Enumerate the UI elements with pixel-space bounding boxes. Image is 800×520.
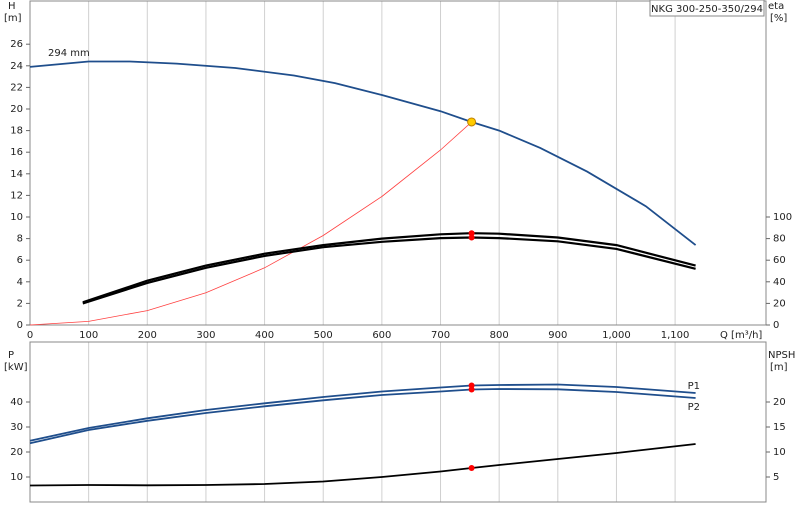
y-tick-label: 26 (10, 39, 23, 50)
y-tick-label: 20 (10, 104, 23, 115)
y2-axis-label: NPSH (768, 350, 795, 361)
curve (29, 60, 697, 246)
curve (29, 383, 696, 442)
y-tick-label: 20 (10, 447, 23, 458)
curve (29, 388, 696, 445)
operating-point (468, 465, 475, 471)
y-tick-label: 6 (17, 255, 23, 266)
y2-tick-label: 40 (773, 277, 786, 288)
curve (82, 232, 696, 304)
curve (29, 121, 472, 326)
chart-title: NKG 300-250-350/294 (651, 4, 763, 15)
operating-point (468, 230, 475, 237)
y2-axis-unit: [m] (770, 362, 788, 373)
y2-tick-label: 15 (773, 422, 786, 433)
y2-tick-label: 20 (773, 397, 786, 408)
curve (29, 443, 696, 487)
y-tick-label: 4 (17, 277, 23, 288)
operating-point (468, 386, 475, 393)
y2-tick-label: 80 (773, 234, 786, 245)
y-axis-unit: [m] (4, 13, 22, 24)
x-tick-label: 1,100 (661, 330, 690, 341)
plot-frame (29, 341, 767, 503)
y2-tick-label: 0 (773, 320, 779, 331)
y-axis-label: P (8, 350, 14, 361)
y-tick-label: 24 (10, 61, 23, 72)
y2-tick-label: 100 (773, 212, 792, 223)
y2-tick-label: 20 (773, 298, 786, 309)
y2-tick-label: 5 (773, 472, 779, 483)
y-tick-label: 30 (10, 422, 23, 433)
x-tick-label: 1,000 (602, 330, 631, 341)
x-tick-label: 400 (255, 330, 274, 341)
y-tick-label: 22 (10, 82, 23, 93)
x-tick-label: 800 (490, 330, 509, 341)
x-tick-label: 700 (431, 330, 450, 341)
x-tick-label: 300 (196, 330, 215, 341)
y-tick-label: 0 (17, 320, 23, 331)
x-tick-label: 900 (548, 330, 567, 341)
y-tick-label: 40 (10, 397, 23, 408)
title-box (649, 0, 765, 17)
y-tick-label: 14 (10, 169, 23, 180)
x-axis-label: Q [m³/h] (720, 330, 762, 341)
y-tick-label: 10 (10, 212, 23, 223)
series-label: P2 (688, 402, 700, 413)
y2-tick-label: 60 (773, 255, 786, 266)
x-tick-label: 500 (314, 330, 333, 341)
curve (82, 236, 696, 305)
y-tick-label: 2 (17, 298, 23, 309)
series-label: 294 mm (48, 48, 90, 59)
y-tick-label: 16 (10, 147, 23, 158)
y-axis-label: H (8, 1, 16, 12)
y-tick-label: 8 (17, 234, 23, 245)
x-tick-label: 200 (138, 330, 157, 341)
y2-axis-label: eta (768, 1, 784, 12)
y2-tick-label: 10 (773, 447, 786, 458)
operating-point (467, 117, 477, 127)
y-tick-label: 12 (10, 190, 23, 201)
y-tick-label: 10 (10, 472, 23, 483)
operating-point (468, 234, 475, 241)
x-tick-label: 600 (372, 330, 391, 341)
x-tick-label: 100 (79, 330, 98, 341)
series-label: P1 (688, 381, 700, 392)
y-axis-unit: [kW] (4, 362, 28, 373)
y2-axis-unit: [%] (770, 13, 787, 24)
x-tick-label: 0 (27, 330, 33, 341)
y-tick-label: 18 (10, 126, 23, 137)
plot-frame (29, 0, 767, 326)
